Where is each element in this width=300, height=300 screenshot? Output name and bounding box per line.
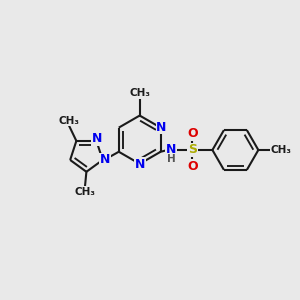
Text: CH₃: CH₃ [271,145,292,155]
Text: CH₃: CH₃ [58,116,80,126]
Text: CH₃: CH₃ [74,187,95,197]
Text: N: N [92,132,102,145]
Text: N: N [166,143,176,157]
Text: S: S [188,143,197,157]
Text: CH₃: CH₃ [129,88,150,98]
Text: N: N [100,154,110,166]
Text: O: O [187,160,198,173]
Text: O: O [187,127,198,140]
Text: H: H [167,154,176,164]
Text: N: N [135,158,146,171]
Text: N: N [156,121,167,134]
